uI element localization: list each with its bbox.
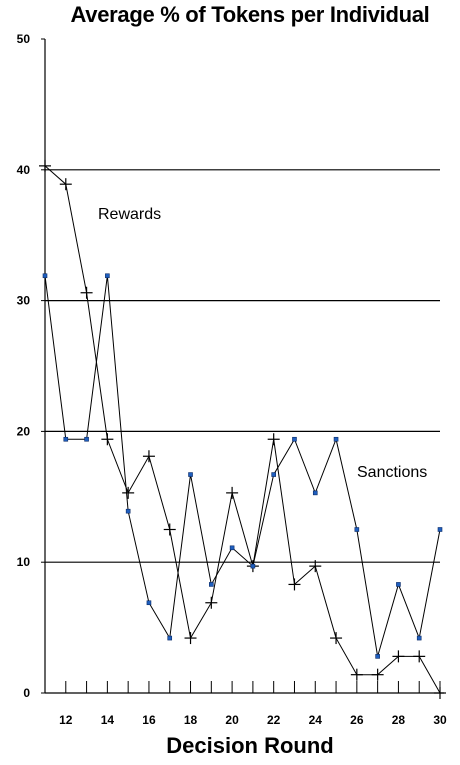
point-rewards-19 bbox=[205, 596, 218, 609]
point-sanctions-15 bbox=[125, 508, 131, 514]
series-line-sanctions bbox=[44, 275, 441, 657]
x-tick-label-26: 26 bbox=[350, 713, 364, 727]
point-rewards-20 bbox=[226, 486, 239, 499]
chart-title: Average % of Tokens per Individual bbox=[70, 2, 430, 27]
point-sanctions-26 bbox=[354, 527, 360, 532]
point-sanctions-28 bbox=[396, 582, 401, 587]
annotation-sanctions: Sanctions bbox=[357, 464, 427, 481]
point-sanctions-19 bbox=[209, 582, 214, 587]
x-tick-label-20: 20 bbox=[225, 713, 239, 727]
point-rewards-12 bbox=[59, 178, 72, 191]
point-rewards-22 bbox=[267, 433, 280, 446]
point-rewards-17 bbox=[163, 523, 176, 536]
x-tick-label-14: 14 bbox=[101, 713, 115, 727]
series-line-rewards bbox=[44, 165, 441, 694]
point-sanctions-14 bbox=[105, 273, 110, 279]
y-tick-label-0: 0 bbox=[23, 686, 30, 700]
y-tick-label-50: 50 bbox=[17, 32, 31, 46]
y-tick-label-40: 40 bbox=[17, 163, 31, 177]
x-tick-label-16: 16 bbox=[142, 713, 156, 727]
marker-layer bbox=[39, 159, 446, 699]
point-sanctions-27 bbox=[375, 654, 380, 659]
point-sanctions-23 bbox=[292, 436, 297, 442]
point-sanctions-18 bbox=[188, 472, 193, 477]
annotation-rewards: Rewards bbox=[98, 206, 161, 223]
point-rewards-28 bbox=[392, 650, 405, 663]
point-rewards-26 bbox=[350, 668, 363, 681]
y-tick-label-30: 30 bbox=[17, 294, 31, 308]
point-sanctions-13 bbox=[84, 436, 89, 442]
x-tick-label-24: 24 bbox=[309, 713, 323, 727]
gridlines bbox=[45, 169, 440, 563]
point-sanctions-24 bbox=[312, 490, 318, 496]
point-rewards-14 bbox=[101, 433, 114, 446]
point-rewards-30 bbox=[434, 687, 446, 699]
point-sanctions-21 bbox=[250, 563, 256, 569]
axes bbox=[41, 38, 444, 694]
point-rewards-29 bbox=[413, 650, 426, 663]
y-tick-label-20: 20 bbox=[17, 424, 31, 438]
point-sanctions-30 bbox=[437, 527, 443, 532]
point-rewards-25 bbox=[330, 632, 343, 645]
point-rewards-23 bbox=[288, 578, 301, 591]
series-layer bbox=[44, 165, 441, 694]
x-tick-label-22: 22 bbox=[267, 713, 281, 727]
point-sanctions-29 bbox=[416, 635, 422, 641]
point-rewards-18 bbox=[184, 632, 197, 645]
x-tick-label-28: 28 bbox=[392, 713, 406, 727]
point-sanctions-22 bbox=[271, 472, 276, 477]
x-tick-label-12: 12 bbox=[59, 713, 73, 727]
point-sanctions-20 bbox=[229, 545, 235, 551]
point-sanctions-11 bbox=[42, 273, 48, 279]
y-tick-label-10: 10 bbox=[17, 555, 31, 569]
point-rewards-27 bbox=[371, 668, 384, 681]
point-sanctions-17 bbox=[167, 635, 173, 641]
x-axis-label: Decision Round bbox=[166, 733, 334, 758]
point-rewards-15 bbox=[122, 486, 135, 499]
point-rewards-16 bbox=[142, 450, 155, 463]
x-tick-label-18: 18 bbox=[184, 713, 198, 727]
tick-labels: 0 10 20 30 40 50 12 14 16 18 20 22 24 26 28 30 bbox=[17, 32, 447, 727]
point-sanctions-25 bbox=[333, 436, 339, 442]
x-tick-label-30: 30 bbox=[433, 713, 447, 727]
point-rewards-11 bbox=[39, 159, 51, 172]
point-rewards-24 bbox=[309, 560, 322, 573]
point-sanctions-12 bbox=[63, 436, 69, 442]
point-sanctions-16 bbox=[146, 600, 152, 606]
point-rewards-13 bbox=[80, 286, 93, 299]
